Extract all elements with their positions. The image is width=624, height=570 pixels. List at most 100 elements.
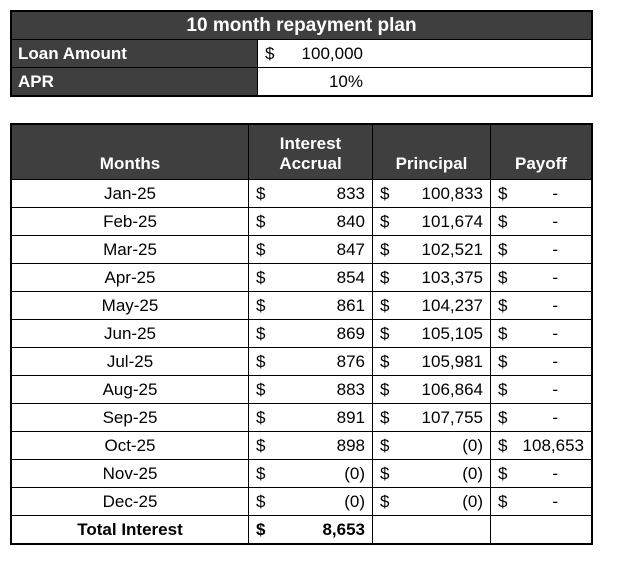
- month-cell[interactable]: May-25: [12, 292, 249, 319]
- spreadsheet-view: 10 month repayment plan Loan Amount $ 10…: [10, 10, 593, 545]
- principal-cell[interactable]: $ 105,105: [373, 320, 491, 347]
- principal-cell[interactable]: $ 100,833: [373, 180, 491, 207]
- interest-value: 876: [336, 351, 365, 371]
- month-cell[interactable]: Mar-25: [12, 236, 249, 263]
- payoff-value: -: [552, 351, 558, 371]
- interest-cell[interactable]: $ 891: [249, 404, 373, 431]
- month-cell[interactable]: Jan-25: [12, 180, 249, 207]
- payoff-cell[interactable]: $ -: [491, 488, 591, 515]
- interest-cell[interactable]: $ 861: [249, 292, 373, 319]
- header-principal-label: Principal: [395, 154, 468, 174]
- repayment-table: Months Interest Accrual Principal Payoff…: [10, 123, 593, 545]
- currency-symbol: $: [498, 267, 508, 287]
- header-principal[interactable]: Principal: [373, 125, 491, 179]
- payoff-cell[interactable]: $ -: [491, 180, 591, 207]
- header-months[interactable]: Months: [12, 125, 249, 179]
- interest-cell[interactable]: $ 847: [249, 236, 373, 263]
- interest-cell[interactable]: $ 883: [249, 376, 373, 403]
- total-interest-cell[interactable]: $ 8,653: [249, 516, 373, 543]
- principal-cell[interactable]: $ 106,864: [373, 376, 491, 403]
- month-cell[interactable]: Oct-25: [12, 432, 249, 459]
- principal-cell[interactable]: $ 103,375: [373, 264, 491, 291]
- principal-value: (0): [462, 435, 483, 455]
- month-cell[interactable]: Jul-25: [12, 348, 249, 375]
- table-row: Mar-25 $ 847 $ 102,521 $ -: [12, 235, 591, 263]
- currency-symbol: $: [380, 491, 390, 511]
- currency-symbol: $: [498, 323, 508, 343]
- loan-amount-value-cell[interactable]: $ 100,000: [258, 40, 591, 67]
- header-interest-accrual[interactable]: Interest Accrual: [249, 125, 373, 179]
- currency-symbol: $: [380, 211, 390, 231]
- table-header-row: Months Interest Accrual Principal Payoff: [12, 125, 591, 179]
- month-cell[interactable]: Apr-25: [12, 264, 249, 291]
- interest-cell[interactable]: $ 898: [249, 432, 373, 459]
- principal-cell[interactable]: $ (0): [373, 460, 491, 487]
- header-interest-accrual-label: Interest Accrual: [279, 133, 342, 174]
- header-payoff[interactable]: Payoff: [491, 125, 591, 179]
- principal-cell[interactable]: $ 107,755: [373, 404, 491, 431]
- empty-cell[interactable]: [491, 516, 591, 543]
- interest-value: 840: [336, 211, 365, 231]
- apr-label-cell[interactable]: APR: [12, 68, 258, 95]
- interest-cell[interactable]: $ 840: [249, 208, 373, 235]
- interest-value: 883: [336, 379, 365, 399]
- interest-value: 833: [336, 183, 365, 203]
- table-row: Oct-25 $ 898 $ (0) $ 108,653: [12, 431, 591, 459]
- payoff-cell[interactable]: $ -: [491, 208, 591, 235]
- principal-cell[interactable]: $ 101,674: [373, 208, 491, 235]
- total-label-cell[interactable]: Total Interest: [12, 516, 249, 543]
- principal-cell[interactable]: $ 105,981: [373, 348, 491, 375]
- payoff-cell[interactable]: $ 108,653: [491, 432, 591, 459]
- principal-cell[interactable]: $ 104,237: [373, 292, 491, 319]
- interest-cell[interactable]: $ 833: [249, 180, 373, 207]
- currency-symbol: $: [380, 295, 390, 315]
- payoff-cell[interactable]: $ -: [491, 348, 591, 375]
- month-cell[interactable]: Nov-25: [12, 460, 249, 487]
- payoff-cell[interactable]: $ -: [491, 236, 591, 263]
- currency-symbol: $: [256, 239, 266, 259]
- principal-value: 100,833: [421, 183, 483, 203]
- payoff-cell[interactable]: $ -: [491, 404, 591, 431]
- month-cell[interactable]: Jun-25: [12, 320, 249, 347]
- principal-value: 101,674: [421, 211, 483, 231]
- month-cell[interactable]: Feb-25: [12, 208, 249, 235]
- interest-value: 854: [336, 267, 365, 287]
- interest-value: 891: [336, 407, 365, 427]
- principal-cell[interactable]: $ 102,521: [373, 236, 491, 263]
- total-row: Total Interest $ 8,653: [12, 515, 591, 543]
- month-cell[interactable]: Aug-25: [12, 376, 249, 403]
- currency-symbol: $: [380, 323, 390, 343]
- principal-cell[interactable]: $ (0): [373, 488, 491, 515]
- currency-symbol: $: [498, 239, 508, 259]
- payoff-cell[interactable]: $ -: [491, 460, 591, 487]
- currency-symbol: $: [256, 267, 266, 287]
- payoff-cell[interactable]: $ -: [491, 264, 591, 291]
- table-row: Sep-25 $ 891 $ 107,755 $ -: [12, 403, 591, 431]
- apr-row: APR 10%: [12, 67, 591, 95]
- payoff-cell[interactable]: $ -: [491, 320, 591, 347]
- loan-amount-label-cell[interactable]: Loan Amount: [12, 40, 258, 67]
- month-cell[interactable]: Sep-25: [12, 404, 249, 431]
- empty-cell[interactable]: [373, 516, 491, 543]
- principal-value: (0): [462, 463, 483, 483]
- principal-cell[interactable]: $ (0): [373, 432, 491, 459]
- currency-symbol: $: [498, 351, 508, 371]
- interest-cell[interactable]: $ 876: [249, 348, 373, 375]
- payoff-cell[interactable]: $ -: [491, 376, 591, 403]
- total-interest-value: 8,653: [322, 519, 365, 539]
- interest-cell[interactable]: $ (0): [249, 460, 373, 487]
- payoff-value: -: [552, 379, 558, 399]
- payoff-cell[interactable]: $ -: [491, 292, 591, 319]
- month-cell[interactable]: Dec-25: [12, 488, 249, 515]
- plan-title-cell[interactable]: 10 month repayment plan: [12, 12, 591, 39]
- currency-symbol: $: [380, 407, 390, 427]
- currency-symbol: $: [380, 183, 390, 203]
- loan-amount-accounting-box: $ 100,000: [258, 44, 370, 64]
- interest-cell[interactable]: $ (0): [249, 488, 373, 515]
- currency-symbol: $: [256, 491, 266, 511]
- interest-cell[interactable]: $ 854: [249, 264, 373, 291]
- payoff-value: -: [552, 183, 558, 203]
- interest-value: 847: [336, 239, 365, 259]
- interest-cell[interactable]: $ 869: [249, 320, 373, 347]
- apr-value-cell[interactable]: 10%: [258, 68, 591, 95]
